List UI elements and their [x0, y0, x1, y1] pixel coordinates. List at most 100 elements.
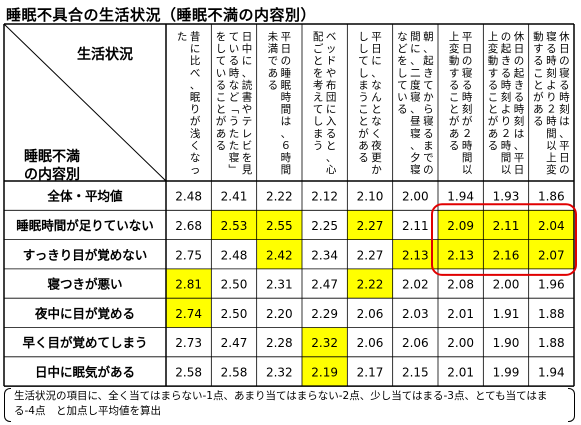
table-cell-value: 2.50 [221, 307, 248, 321]
column-header-char: あ [358, 140, 369, 152]
column-header-char: 間 [281, 164, 292, 176]
table-cell-value: 2.42 [266, 248, 293, 262]
column-header-char: 考 [313, 79, 324, 91]
column-header-char: し [358, 31, 369, 43]
column-header-char: 、 [410, 55, 421, 67]
column-header-char: 変 [546, 163, 557, 176]
column-header-char: と [216, 104, 227, 116]
column-header-char: 、 [281, 128, 292, 140]
column-header-char: ６ [281, 140, 292, 152]
column-header-char: 変 [488, 42, 499, 55]
column-header-char: と [313, 55, 324, 67]
highlight-cell [211, 210, 257, 240]
row-label: 睡眠時間が足りていない [16, 218, 154, 233]
column-header-char: て [229, 31, 240, 43]
column-header-char: 寝 [410, 127, 421, 140]
table-cell-value: 2.34 [311, 248, 338, 262]
column-header-char: 時 [281, 152, 292, 164]
table-cell-value: 2.22 [266, 190, 293, 204]
table-cell-value: 2.47 [221, 336, 248, 350]
table-cell-value: 2.50 [221, 278, 248, 292]
highlight-cell [438, 210, 484, 240]
column-header-char: に [242, 55, 253, 67]
column-header-char: る [533, 116, 544, 128]
column-header-char: 昔 [190, 31, 201, 43]
column-header-char: る [462, 79, 473, 91]
row-label: 日中に眠気がある [35, 364, 135, 379]
column-header-char: 寝 [462, 66, 473, 79]
column-header-char: 以 [546, 140, 557, 152]
table-cell-value: 2.25 [311, 219, 338, 233]
column-header-char: 時 [462, 140, 473, 152]
column-header-char: く [190, 140, 201, 152]
column-header-char: し [397, 67, 408, 79]
column-header-char: よ [501, 104, 512, 116]
column-header-char: 上 [546, 152, 557, 164]
corner-header-dissatisfaction: 睡眠不満 [24, 148, 80, 165]
column-header-char: 起 [423, 55, 434, 67]
column-header-char: き [501, 55, 512, 67]
column-header-char: 休 [514, 31, 525, 43]
column-header-char: 平 [514, 152, 525, 164]
table-cell-value: 2.17 [357, 365, 384, 379]
table-cell-value: 1.90 [493, 336, 520, 350]
table-cell-value: 2.16 [493, 248, 520, 262]
column-header-char: 間 [410, 31, 421, 43]
highlight-cell [438, 239, 484, 269]
table-cell-value: 2.00 [493, 278, 520, 292]
column-header-char: き [423, 67, 434, 79]
column-header-char: な [371, 116, 382, 128]
column-header-char: 間 [501, 152, 512, 164]
column-header-char: 平 [559, 140, 570, 152]
column-header-char: 刻 [559, 103, 570, 116]
column-header-char: を [313, 67, 324, 79]
column-header-char: が [358, 127, 369, 140]
column-header-char: と [449, 104, 460, 116]
highlight-cell [302, 327, 348, 357]
table-cell-value: 2.73 [175, 336, 202, 350]
column-header-char: る [358, 152, 369, 164]
table-cell-value: 2.01 [447, 365, 474, 379]
column-header-char: 度 [410, 78, 421, 91]
column-header-char: こ [216, 92, 227, 104]
table-cell-value: 1.99 [493, 365, 520, 379]
table-cell-value: 2.10 [357, 190, 384, 204]
footnote: 生活状況の項目に、全く当てはまらない-1点、あまり当てはまらない-2点、少し当て… [14, 390, 548, 417]
column-header-char: あ [533, 104, 544, 116]
column-header-char: に [190, 43, 201, 55]
column-header-char: 日 [371, 43, 382, 55]
column-header-char: 日 [514, 164, 525, 176]
column-header-char: と [533, 79, 544, 91]
table-cell-value: 1.93 [493, 190, 520, 204]
column-header-char: が [533, 91, 544, 104]
table-cell-value: 2.75 [175, 248, 202, 262]
table-cell-value: 2.04 [538, 219, 565, 233]
column-header-char: 時 [501, 79, 512, 91]
column-header-char: 変 [449, 42, 460, 55]
highlight-cell [347, 268, 393, 299]
column-header-char: る [229, 55, 240, 67]
column-header-char: 昼 [410, 116, 421, 128]
column-header-char: う [358, 92, 369, 104]
column-header-char: る [488, 79, 499, 91]
table-cell-value: 2.08 [447, 278, 474, 292]
table-cell-value: 2.06 [357, 336, 384, 350]
table-cell-value: 2.48 [221, 248, 248, 262]
column-header-char: ２ [501, 128, 512, 140]
column-header-char: 寝 [559, 66, 570, 79]
column-header-char: 間 [462, 152, 473, 164]
table-cell-value: 2.58 [221, 365, 248, 379]
column-header-char: る [488, 140, 499, 152]
column-header-char: る [449, 79, 460, 91]
table-cell-value: 2.00 [402, 190, 429, 204]
column-header-char: テ [242, 116, 253, 128]
note-bracket-left [4, 388, 11, 422]
column-header-char: し [358, 43, 369, 55]
column-header-char: い [397, 92, 408, 104]
column-header-char: の [462, 55, 473, 67]
column-header-char: 、 [410, 140, 421, 152]
table-cell-value: 2.29 [311, 307, 338, 321]
column-header-char: 間 [281, 104, 292, 116]
column-header-char: 上 [449, 31, 460, 43]
